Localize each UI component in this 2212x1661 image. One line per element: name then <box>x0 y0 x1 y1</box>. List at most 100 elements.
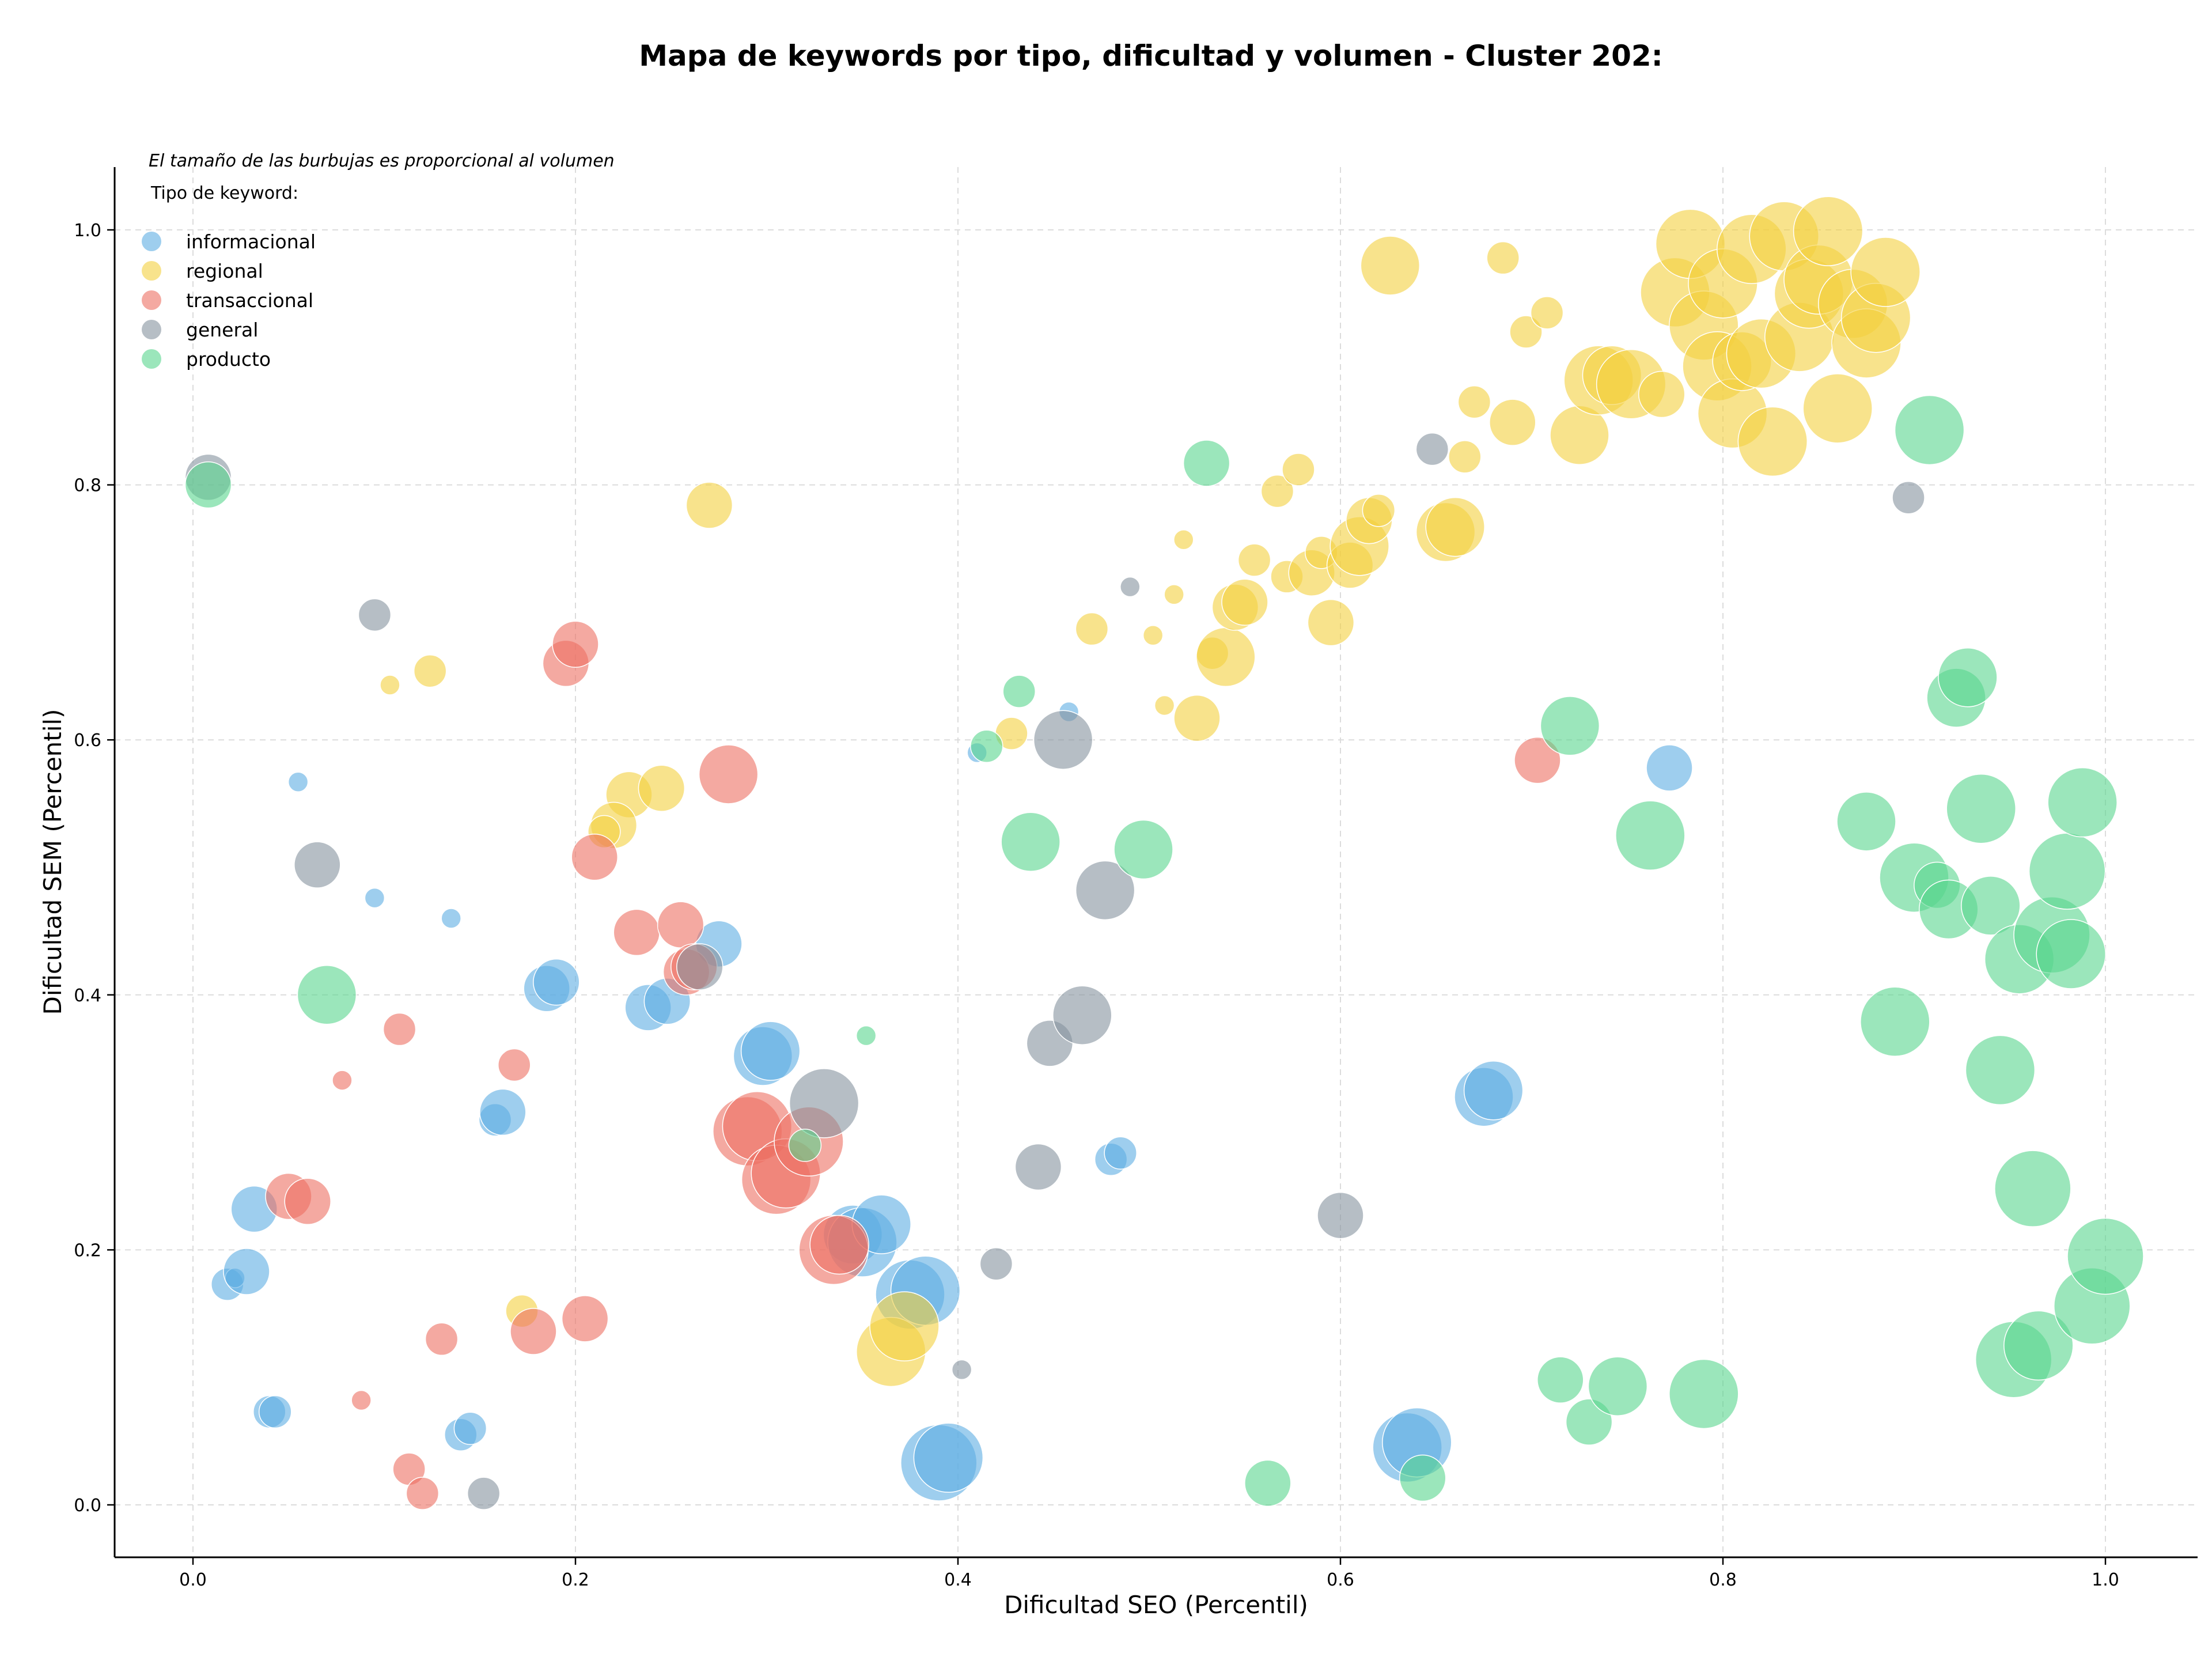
bubble-producto <box>1860 986 1930 1057</box>
bubble-transaccional <box>571 834 618 881</box>
legend-label: producto <box>186 348 271 370</box>
x-tick-label: 0.6 <box>1327 1570 1354 1590</box>
bubble-regional <box>685 482 733 529</box>
series-transaccional <box>265 620 1561 1510</box>
bubble-regional <box>1530 296 1564 330</box>
bubble-regional <box>1221 578 1268 626</box>
bubble-regional <box>1638 370 1685 418</box>
bubble-regional <box>1237 543 1271 577</box>
legend-label: general <box>186 319 258 341</box>
bubble-regional <box>1282 453 1315 486</box>
legend-label: informacional <box>186 230 316 253</box>
bubble-transaccional <box>561 1295 609 1342</box>
bubble-producto <box>2067 1217 2144 1295</box>
bubble-transaccional <box>406 1477 440 1510</box>
bubble-regional <box>1457 385 1491 419</box>
bubble-general <box>1415 432 1449 466</box>
x-tick-label: 0.2 <box>562 1570 589 1590</box>
tick-labels: 0.0 0.2 0.4 0.6 0.8 1.0 0.0 0.2 0.4 0.6 0.8 1.0 <box>74 221 2119 1590</box>
bubble-transaccional <box>613 909 660 956</box>
bubble-general <box>979 1247 1013 1281</box>
bubble-regional <box>413 654 447 688</box>
x-tick-label: 1.0 <box>2092 1570 2119 1590</box>
bubble-producto <box>788 1129 822 1162</box>
bubble-producto <box>1994 1150 2071 1227</box>
bubble-general <box>676 943 724 990</box>
bubble-size-note: El tamaño de las burbujas es proporciona… <box>149 151 615 171</box>
bubble-producto <box>1588 1356 1648 1416</box>
legend-item-transaccional: transaccional <box>142 289 313 312</box>
bubble-producto <box>1537 1356 1584 1403</box>
legend-item-regional: regional <box>142 260 263 282</box>
y-tick-label: 0.6 <box>74 731 101 751</box>
series-producto <box>184 395 2144 1507</box>
bubble-producto <box>1836 792 1896 852</box>
bubble-producto <box>2047 767 2118 838</box>
bubble-transaccional <box>332 1070 353 1091</box>
y-tick-label: 0.4 <box>74 986 101 1006</box>
legend-item-general: general <box>142 319 258 341</box>
bubble-regional <box>1793 196 1863 266</box>
legend-label: regional <box>186 260 263 282</box>
legend-marker <box>142 290 161 310</box>
bubble-transaccional <box>351 1390 372 1411</box>
series-general <box>184 432 1925 1510</box>
bubble-general <box>1317 1191 1364 1239</box>
bubble-regional <box>1509 315 1543 349</box>
bubble-general <box>358 598 392 632</box>
x-tick-label: 0.8 <box>1709 1570 1737 1590</box>
bubble-regional <box>869 1291 940 1361</box>
bubble-producto <box>2028 833 2106 910</box>
bubble-informacional <box>533 958 580 1006</box>
bubble-informacional <box>364 887 385 909</box>
bubble-general <box>1120 576 1141 597</box>
legend-title: Tipo de keyword: <box>150 183 298 203</box>
legend-marker <box>142 232 161 251</box>
bubble-producto <box>855 1025 877 1046</box>
bubble-general <box>467 1477 501 1510</box>
y-axis-label: Dificultad SEM (Percentil) <box>39 709 67 1015</box>
bubble-general <box>789 1068 859 1138</box>
bubble-producto <box>1244 1459 1291 1507</box>
bubble-producto <box>970 729 1003 763</box>
bubble-regional <box>1802 373 1873 444</box>
bubble-producto <box>184 461 232 509</box>
bubble-informacional <box>740 1021 801 1081</box>
bubble-producto <box>2036 919 2106 989</box>
bubble-regional <box>1307 599 1355 646</box>
y-tick-label: 0.8 <box>74 476 101 496</box>
bubble-informacional <box>287 771 309 792</box>
bubble-producto <box>1540 696 1600 756</box>
bubble-transaccional <box>1514 736 1561 784</box>
y-tick-label: 1.0 <box>74 221 101 241</box>
bubble-regional <box>1737 406 1808 477</box>
bubble-producto <box>1001 812 1060 872</box>
bubble-producto <box>297 965 357 1025</box>
axes <box>113 167 2198 1558</box>
bubble-regional <box>1360 236 1421 296</box>
bubble-regional <box>1486 241 1520 275</box>
bubble-transaccional <box>510 1308 557 1355</box>
bubble-regional <box>1425 497 1485 557</box>
bubble-regional <box>1196 627 1256 687</box>
bubble-informacional <box>1104 1136 1137 1170</box>
series-regional <box>380 196 1921 1387</box>
bubble-transaccional <box>498 1048 531 1082</box>
chart-title: Mapa de keywords por tipo, dificultad y … <box>639 39 1662 73</box>
bubble-transaccional <box>284 1178 331 1225</box>
bubble-producto <box>1183 440 1230 487</box>
legend-marker <box>142 261 161 281</box>
bubble-general <box>951 1359 972 1380</box>
bubble-transaccional <box>657 901 704 948</box>
bubble-informacional <box>913 1422 984 1493</box>
legend-item-producto: producto <box>142 348 271 370</box>
bubble-informacional <box>1646 744 1693 792</box>
bubble-regional <box>1164 584 1184 605</box>
bubble-producto <box>2003 1310 2074 1381</box>
y-tick-label: 0.0 <box>74 1496 101 1516</box>
bubble-informacional <box>223 1248 270 1295</box>
bubble-regional <box>380 675 400 695</box>
bubble-general <box>1075 860 1135 921</box>
bubble-regional <box>1260 474 1294 508</box>
